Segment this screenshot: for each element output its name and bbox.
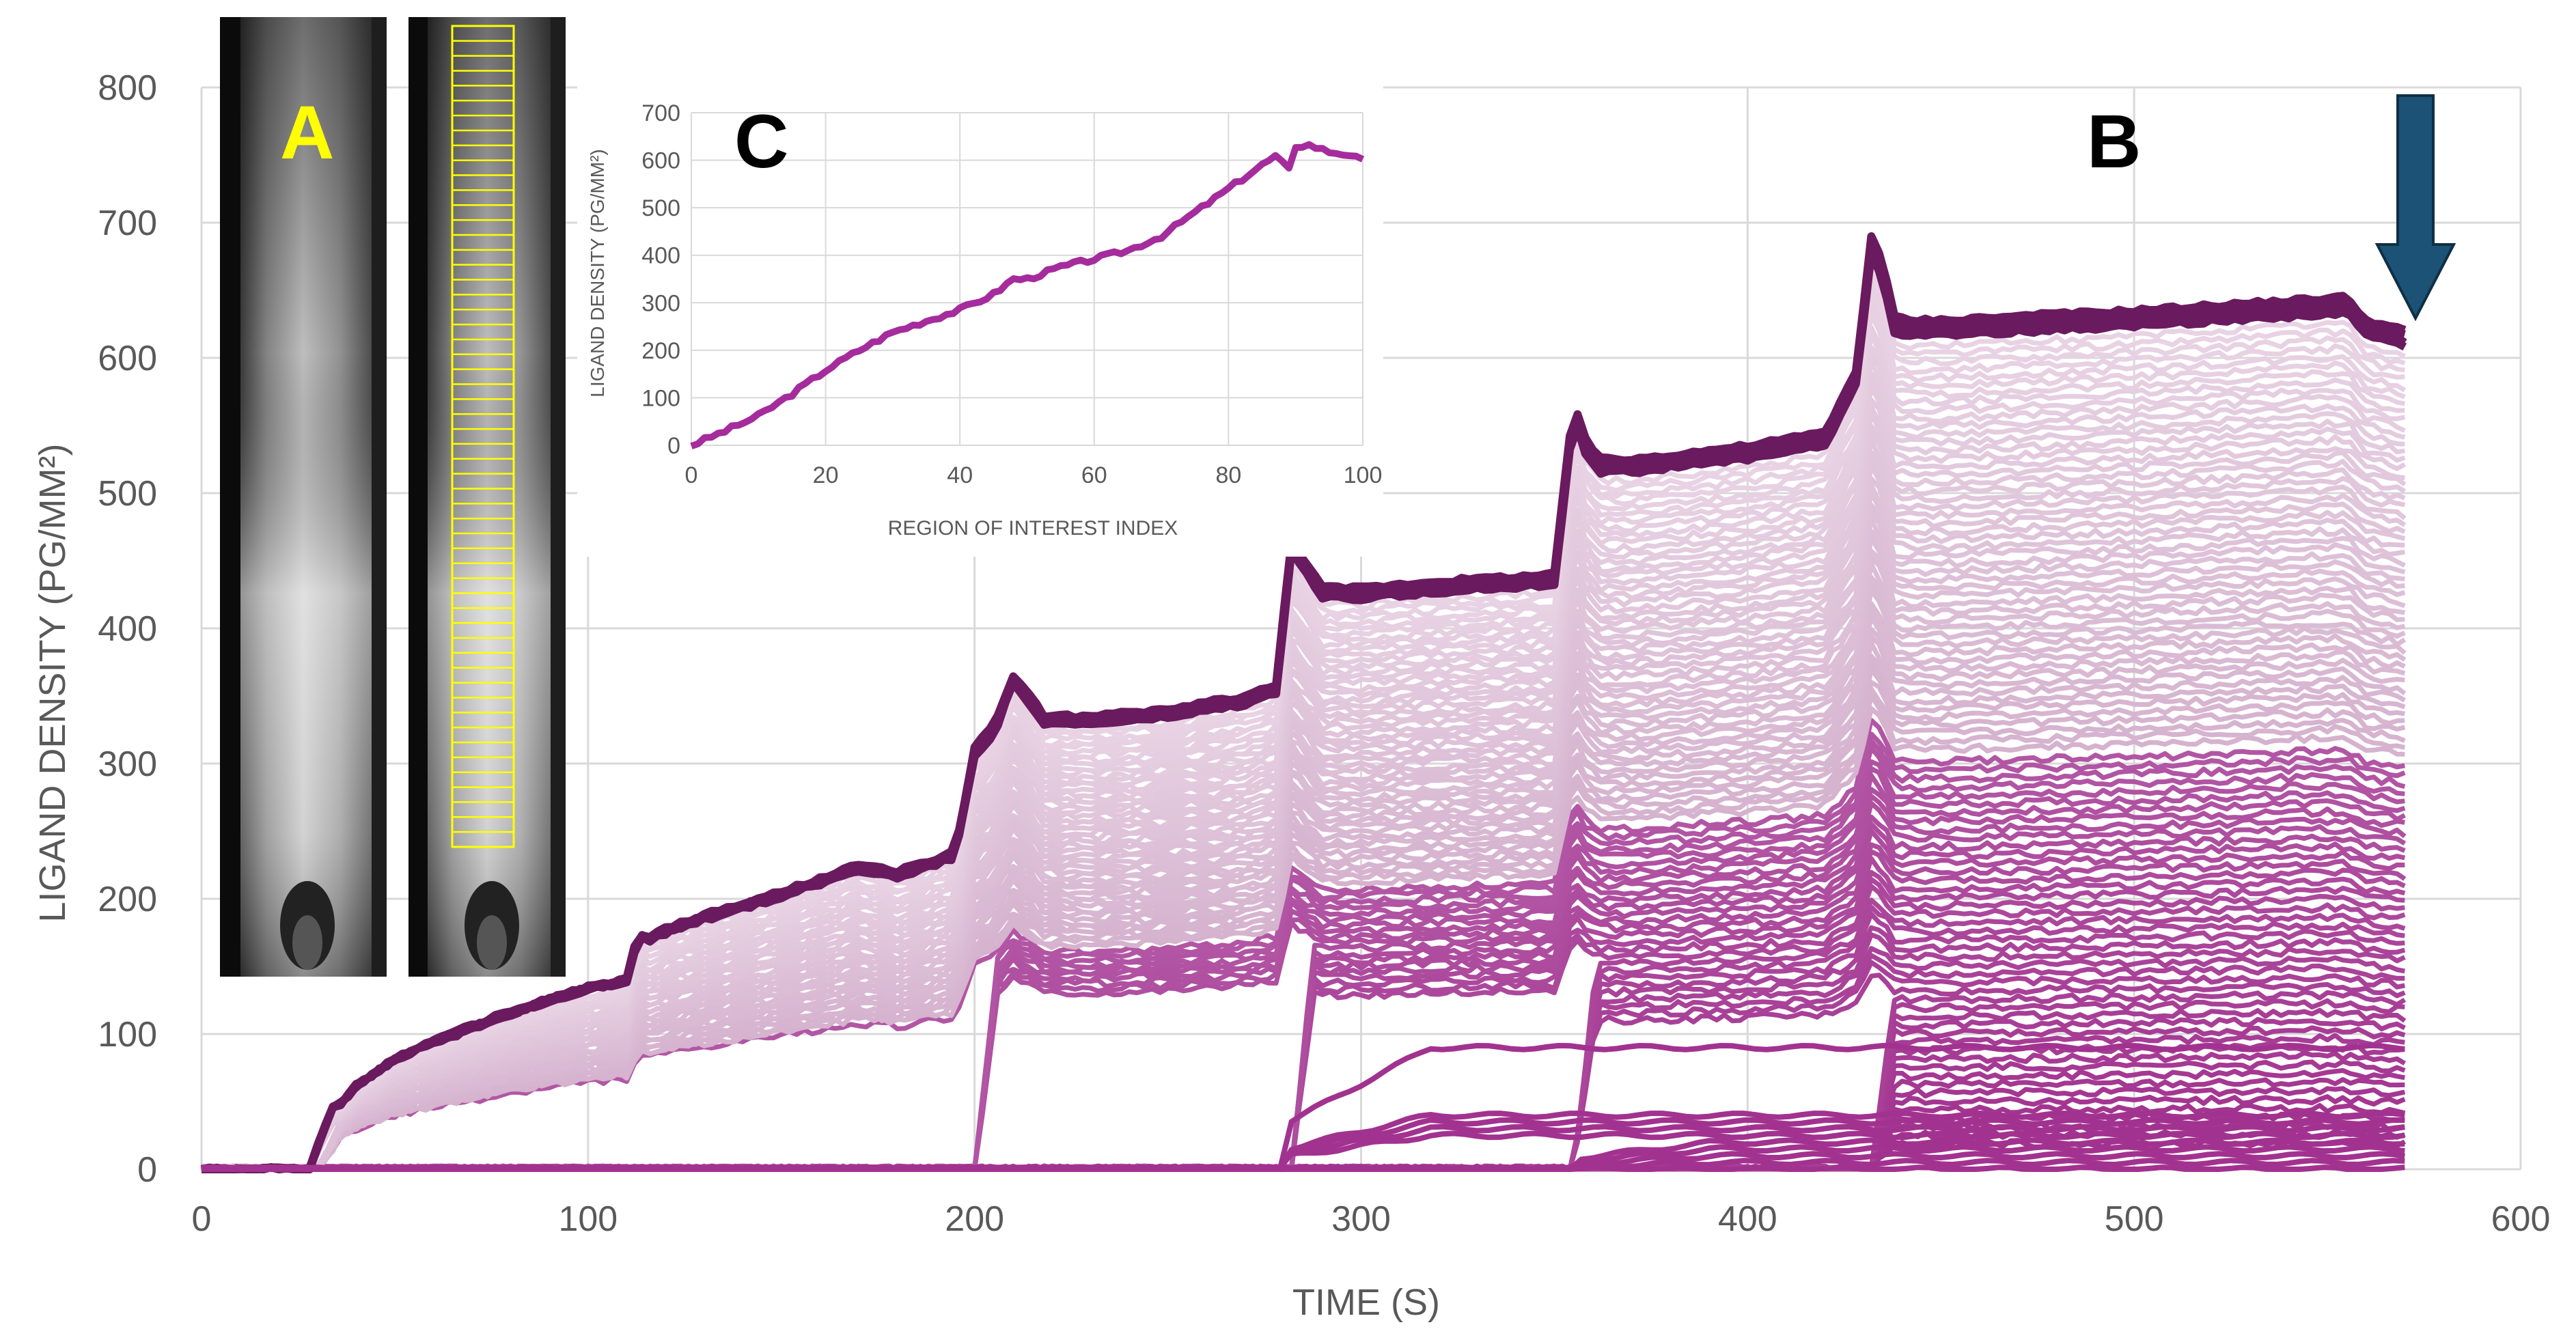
inset-series-line — [690, 141, 1365, 449]
main-y-tick-label: 600 — [98, 339, 157, 378]
main-x-tick-labels: 0 100 200 300 400 500 600 — [192, 1199, 2551, 1239]
main-y-tick-label: 100 — [98, 1015, 157, 1055]
main-x-tick-label: 400 — [1718, 1199, 1777, 1239]
main-series-line-bottom — [201, 1042, 2405, 1172]
inset-y-axis-label: LIGAND DENSITY (PG/MM²) — [587, 149, 608, 397]
main-y-tick-label: 0 — [137, 1150, 157, 1190]
roi-grid — [451, 25, 515, 848]
inset-y-tick-label: 100 — [641, 385, 680, 411]
microscope-image-roi-grid — [408, 17, 566, 977]
main-series-line — [201, 358, 2405, 1172]
main-x-tick-label: 200 — [945, 1199, 1004, 1239]
main-y-tick-label: 400 — [98, 609, 157, 649]
main-series-line — [201, 325, 2405, 1172]
inset-y-tick-label: 300 — [641, 290, 680, 316]
main-x-axis-label: TIME (S) — [1292, 1282, 1440, 1323]
main-series-line — [200, 515, 2405, 1172]
main-series-line — [201, 502, 2406, 1172]
inset-y-tick-labels: 0 100 200 300 400 500 600 700 — [641, 100, 680, 459]
inset-grid — [691, 112, 1363, 446]
main-y-tick-label: 300 — [98, 744, 157, 784]
inset-y-tick-label: 200 — [641, 338, 680, 364]
main-x-tick-label: 600 — [2491, 1199, 2551, 1239]
main-series-line — [201, 654, 2406, 1172]
main-series-line — [201, 345, 2406, 1172]
main-y-tick-label: 800 — [98, 68, 157, 108]
inset-x-axis-label: REGION OF INTEREST INDEX — [888, 517, 1178, 540]
inset-series — [690, 141, 1365, 449]
main-series-group — [200, 232, 2407, 1173]
main-series-line — [202, 410, 2407, 1172]
inset-x-tick-label: 60 — [1081, 462, 1107, 488]
inset-x-tick-labels: 0 20 40 60 80 100 — [685, 462, 1383, 488]
main-series-line — [201, 430, 2405, 1172]
microscope-image-raw — [220, 17, 387, 977]
main-series-line — [201, 706, 2405, 1172]
main-y-axis-label: LIGAND DENSITY (PG/MM²) — [32, 443, 73, 922]
roi-outline — [451, 25, 515, 848]
inset-y-tick-label: 600 — [641, 148, 680, 174]
main-y-tick-label: 500 — [98, 474, 157, 514]
main-series-line — [201, 482, 2405, 1172]
inset-y-tick-label: 400 — [641, 243, 680, 269]
main-x-tick-label: 100 — [558, 1199, 618, 1239]
inset-y-tick-label: 0 — [667, 433, 680, 459]
main-series-line — [200, 232, 2407, 1173]
main-y-tick-label: 200 — [98, 880, 157, 919]
inset-x-tick-label: 40 — [947, 462, 973, 488]
panel-label-b: B — [2087, 100, 2141, 184]
main-x-tick-label: 300 — [1331, 1199, 1391, 1239]
panel-a-micrographs: A — [220, 17, 566, 977]
main-series-line — [202, 634, 2407, 1172]
main-series-line — [202, 614, 2406, 1172]
inset-background — [577, 72, 1383, 557]
main-y-tick-labels: 0 100 200 300 400 500 600 700 800 — [98, 68, 157, 1190]
inset-y-tick-label: 700 — [641, 100, 680, 126]
panel-label-a: A — [280, 91, 334, 175]
down-arrow-icon — [2374, 94, 2456, 322]
inset-x-tick-label: 20 — [813, 462, 839, 488]
panel-label-c: C — [734, 100, 788, 184]
inset-x-tick-label: 0 — [685, 462, 698, 488]
main-x-tick-label: 0 — [192, 1199, 212, 1239]
main-y-tick-label: 700 — [98, 204, 157, 243]
inset-y-tick-label: 500 — [641, 195, 680, 221]
main-x-tick-label: 500 — [2105, 1199, 2164, 1239]
inset-chart: 0 100 200 300 400 500 600 700 0 20 40 60 80 100 LIGA… — [577, 72, 1383, 557]
inset-x-tick-label: 80 — [1215, 462, 1241, 488]
inset-x-tick-label: 100 — [1344, 462, 1383, 488]
